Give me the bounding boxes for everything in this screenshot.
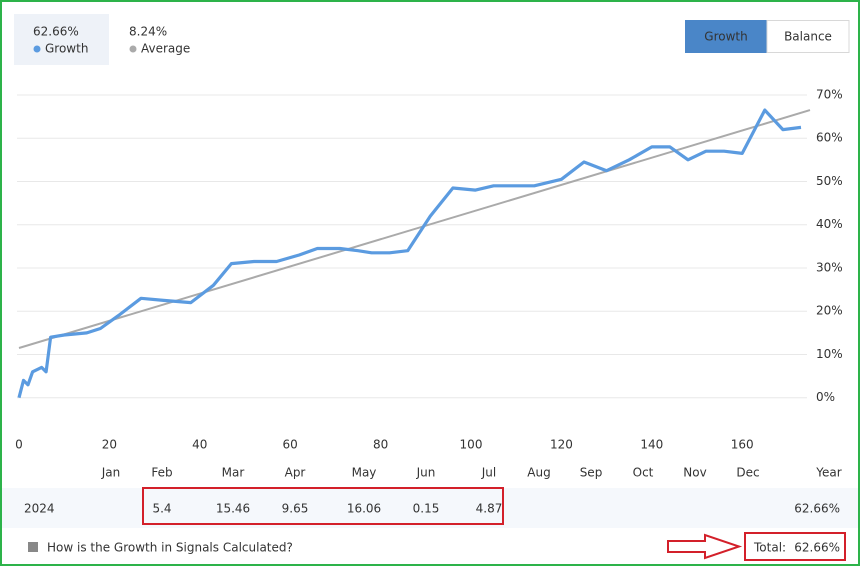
tab[interactable] [766, 20, 850, 53]
column-header: Mar [222, 466, 245, 480]
column-header: Jul [481, 466, 496, 480]
y-tick-label: 10% [816, 347, 843, 361]
stat-label: Average [141, 42, 190, 56]
column-header: Dec [736, 466, 759, 480]
cell: 5.4 [152, 502, 171, 516]
help-link[interactable]: How is the Growth in Signals Calculated? [47, 541, 293, 555]
column-header: Nov [683, 466, 706, 480]
total-value: 62.66% [794, 541, 840, 555]
stat-dot [33, 45, 41, 53]
icon [28, 542, 38, 552]
x-tick-label: 0 [15, 438, 23, 452]
row-label: 2024 [24, 502, 55, 516]
x-tick-label: 120 [550, 438, 573, 452]
y-tick-label: 20% [816, 304, 843, 318]
y-tick-label: 40% [816, 217, 843, 231]
stat-value: 62.66% [33, 25, 79, 39]
column-header: Oct [633, 466, 654, 480]
column-header: Jun [416, 466, 436, 480]
stat-box[interactable] [14, 14, 109, 65]
y-tick-label: 70% [816, 87, 843, 101]
x-tick-label: 160 [731, 438, 754, 452]
table-row-bg [2, 488, 858, 528]
column-header: Feb [151, 466, 172, 480]
cell: 62.66% [794, 502, 840, 516]
highlight-box [142, 487, 504, 525]
column-header: Sep [580, 466, 603, 480]
cell: 16.06 [347, 502, 381, 516]
column-header: May [352, 466, 377, 480]
y-tick-label: 30% [816, 260, 843, 274]
y-tick-label: 0% [816, 390, 835, 404]
tab-label[interactable]: Balance [784, 30, 832, 44]
cell: 0.15 [413, 502, 440, 516]
column-header: Aug [527, 466, 550, 480]
stat-dot [129, 45, 137, 53]
tab-label[interactable]: Growth [704, 30, 747, 44]
stat-label: Growth [45, 42, 88, 56]
highlight-box [744, 532, 846, 561]
x-tick-label: 140 [640, 438, 663, 452]
cell: 15.46 [216, 502, 250, 516]
x-tick-label: 20 [102, 438, 117, 452]
x-tick-label: 60 [283, 438, 298, 452]
x-tick-label: 100 [460, 438, 483, 452]
cell: 4.87 [476, 502, 503, 516]
arrow [667, 533, 743, 560]
x-tick-label: 40 [192, 438, 207, 452]
x-tick-label: 80 [373, 438, 388, 452]
y-tick-label: 50% [816, 174, 843, 188]
y-tick-label: 60% [816, 131, 843, 145]
column-header: Apr [285, 466, 306, 480]
column-header: Year [815, 466, 841, 480]
column-header: Jan [101, 466, 121, 480]
trend-line [18, 109, 811, 349]
stat-value: 8.24% [129, 25, 167, 39]
tab-active[interactable] [685, 20, 767, 53]
growth-line [17, 108, 802, 399]
cell: 9.65 [282, 502, 309, 516]
total-label: Total: [753, 541, 786, 555]
